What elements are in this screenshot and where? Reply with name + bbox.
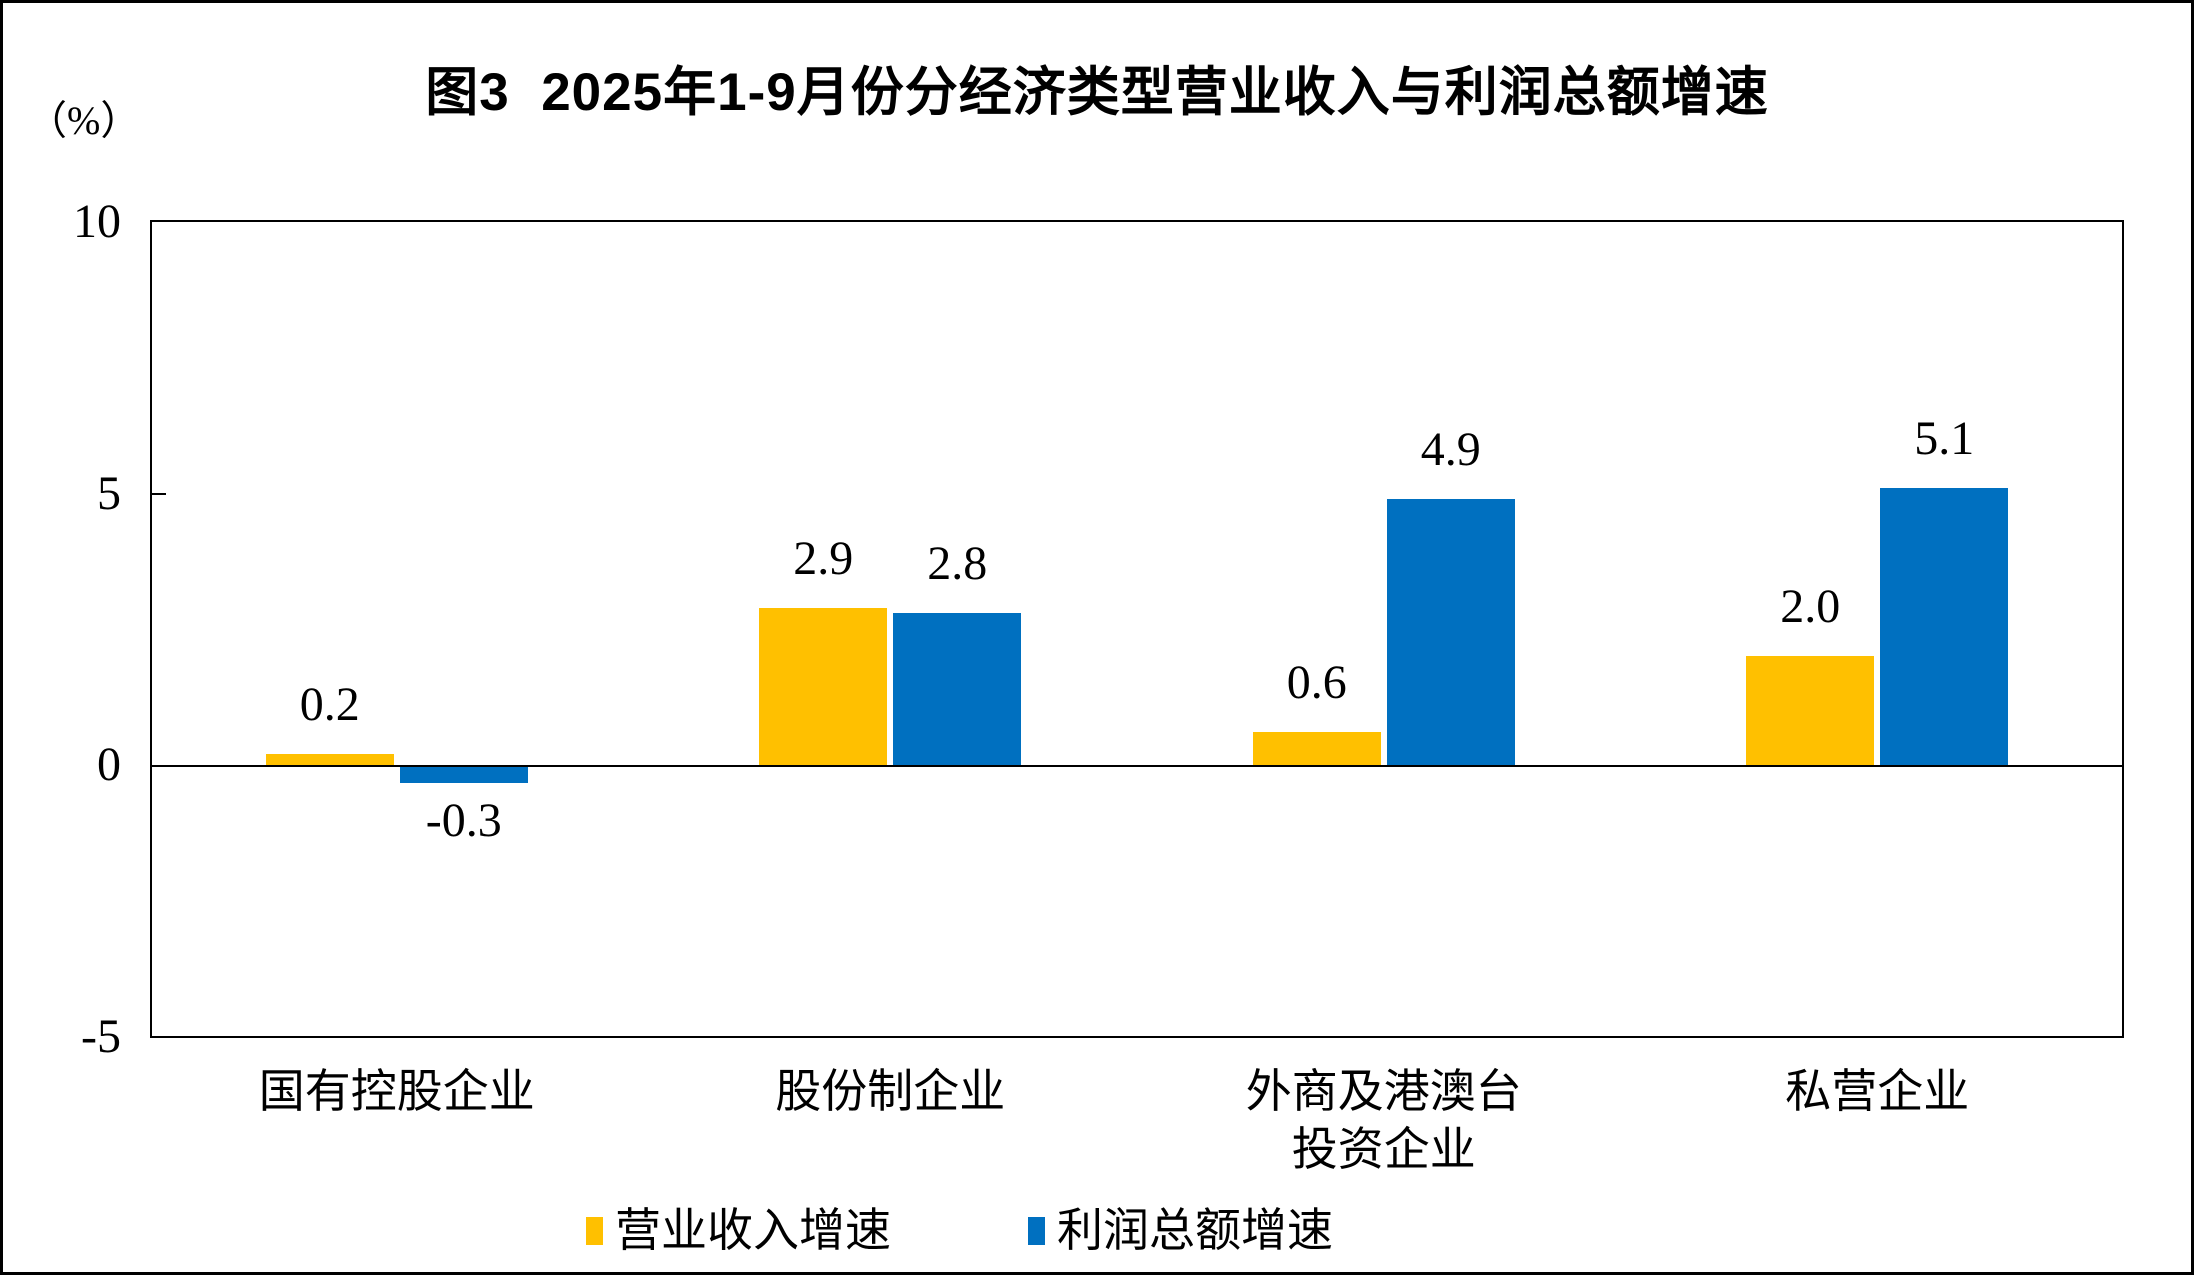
bar-营业收入增速-外商及港澳台 bbox=[1252, 732, 1381, 765]
category-label-外商及港澳台: 外商及港澳台 投资企业 bbox=[1124, 1063, 1644, 1179]
category-label-line: 外商及港澳台 bbox=[1245, 1066, 1522, 1117]
value-label: -0.3 bbox=[425, 794, 502, 847]
chart-legend: 营业收入增速 利润总额增速 bbox=[586, 1203, 1333, 1258]
bar-营业收入增速-国有控股企业 bbox=[265, 754, 394, 765]
y-axis-unit-label: （%） bbox=[27, 98, 141, 143]
legend-label: 营业收入增速 bbox=[615, 1205, 891, 1256]
bar-利润总额增速-股份制企业 bbox=[893, 613, 1022, 765]
legend-label: 利润总额增速 bbox=[1057, 1205, 1333, 1256]
bar-利润总额增速-外商及港澳台 bbox=[1386, 499, 1515, 765]
legend-swatch-icon bbox=[586, 1216, 603, 1245]
category-label-line: 私营企业 bbox=[1785, 1066, 1970, 1117]
value-label: 4.9 bbox=[1420, 423, 1481, 476]
value-label: 2.9 bbox=[793, 532, 854, 585]
category-label-line: 股份制企业 bbox=[775, 1066, 1006, 1117]
plot-area: 0.2 2.9 0.6 2.0 -0.3 2.8 4.9 5.1 bbox=[150, 220, 2124, 1038]
category-label-line: 投资企业 bbox=[1291, 1124, 1476, 1175]
category-label-line: 国有控股企业 bbox=[258, 1066, 535, 1117]
category-label-国有控股企业: 国有控股企业 bbox=[137, 1063, 657, 1121]
legend-item-利润总额增速: 利润总额增速 bbox=[1028, 1203, 1333, 1258]
y-axis-label-10: 10 bbox=[73, 195, 121, 248]
legend-item-营业收入增速: 营业收入增速 bbox=[586, 1203, 891, 1258]
value-label: 5.1 bbox=[1914, 412, 1975, 465]
y-axis-label--5: -5 bbox=[81, 1009, 121, 1063]
value-label: 2.0 bbox=[1780, 580, 1841, 633]
legend-swatch-icon bbox=[1028, 1216, 1045, 1245]
y-axis-tick-5 bbox=[152, 493, 166, 495]
y-axis-label-0: 0 bbox=[97, 738, 121, 791]
y-axis-label-5: 5 bbox=[97, 466, 121, 520]
category-label-股份制企业: 股份制企业 bbox=[630, 1063, 1150, 1121]
value-label: 0.2 bbox=[299, 678, 360, 731]
bar-营业收入增速-股份制企业 bbox=[759, 608, 888, 765]
bar-利润总额增速-国有控股企业 bbox=[399, 767, 528, 783]
category-label-私营企业: 私营企业 bbox=[1617, 1063, 2137, 1121]
zero-baseline bbox=[152, 765, 2122, 767]
bar-营业收入增速-私营企业 bbox=[1746, 656, 1875, 765]
chart-title: 图3 2025年1-9月份分经济类型营业收入与利润总额增速 bbox=[425, 63, 1769, 122]
value-label: 2.8 bbox=[927, 537, 988, 590]
bar-利润总额增速-私营企业 bbox=[1880, 488, 2009, 765]
value-label: 0.6 bbox=[1286, 656, 1347, 709]
